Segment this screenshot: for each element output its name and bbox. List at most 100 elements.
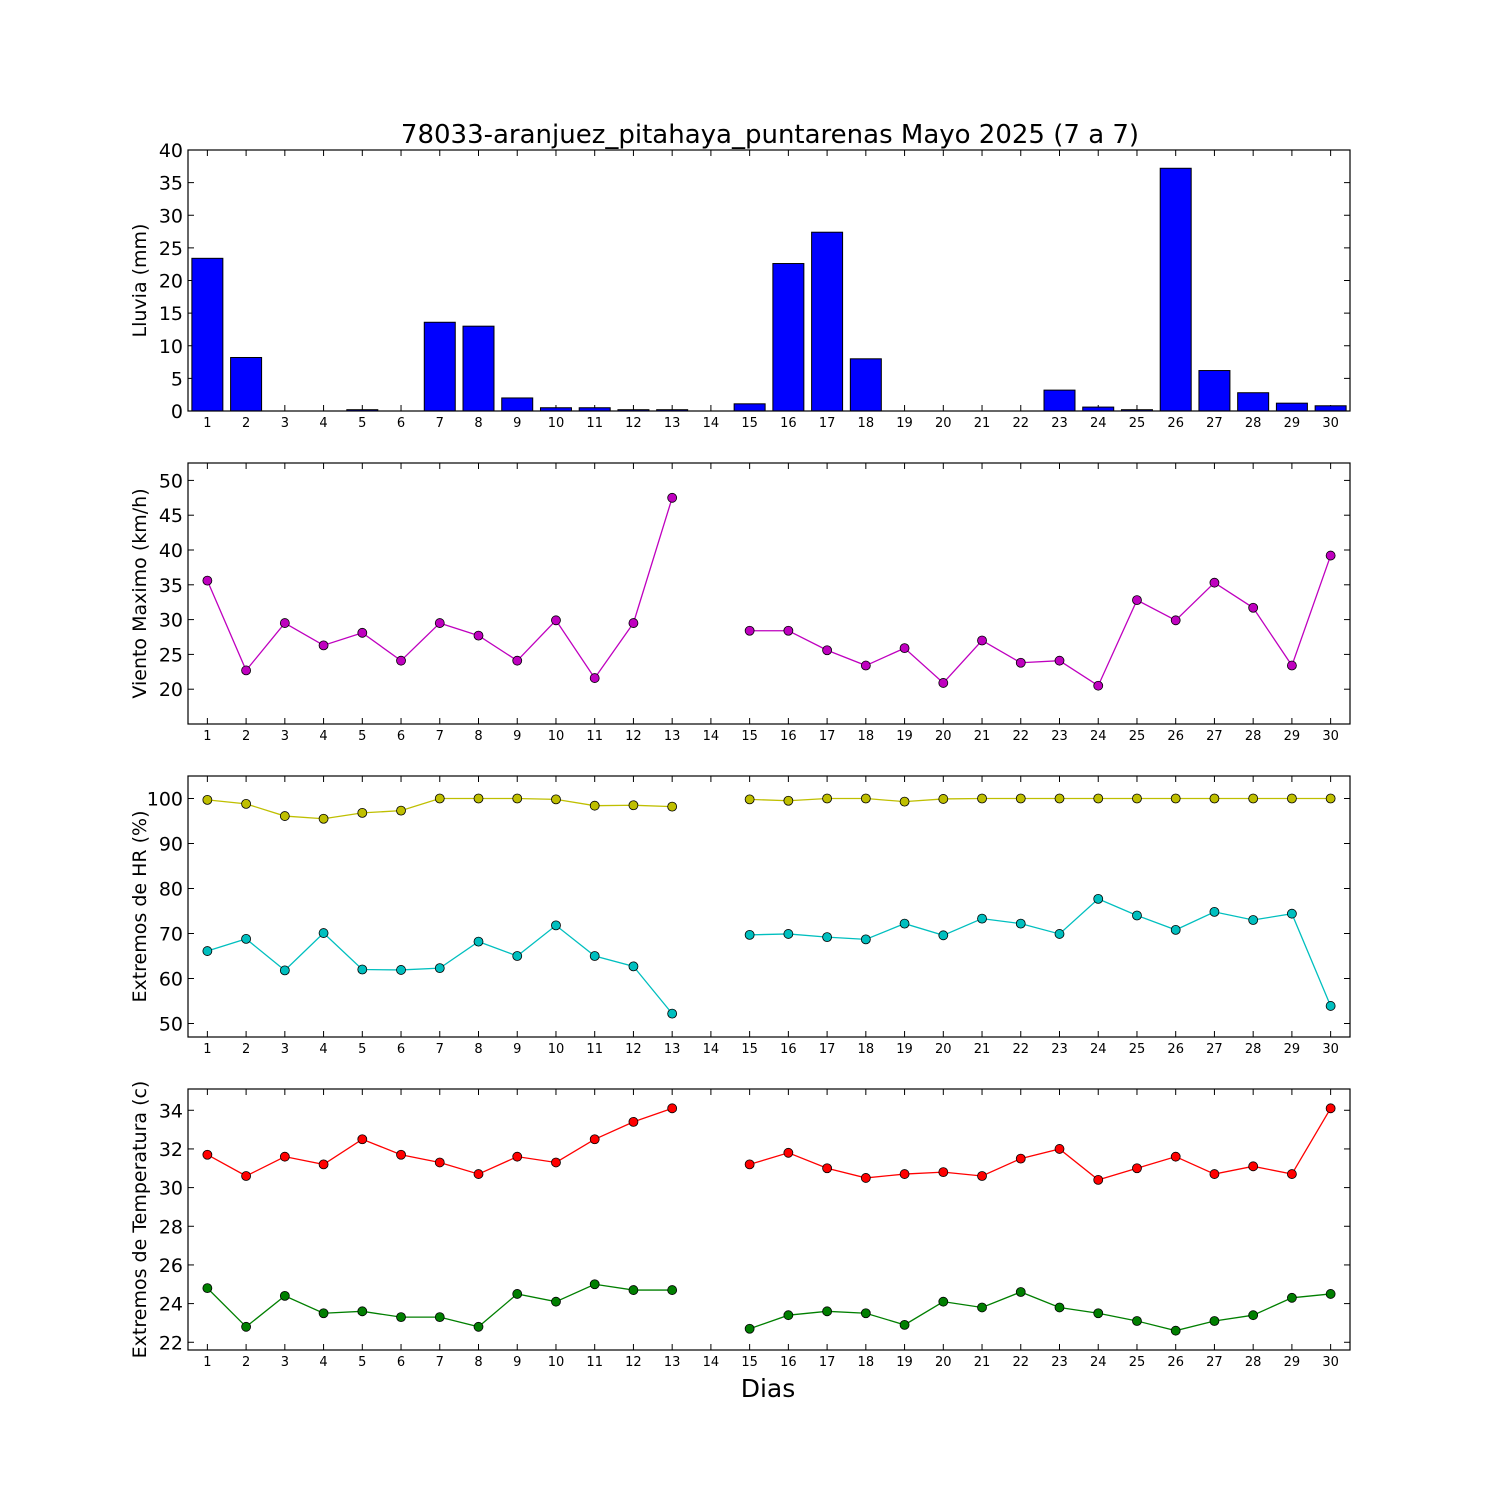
x-axis-label: Dias — [741, 1374, 796, 1403]
data-point — [628, 800, 639, 811]
data-point — [279, 618, 290, 628]
xtick-label: 16 — [780, 1355, 797, 1370]
data-point — [357, 1306, 368, 1317]
data-point — [899, 1319, 910, 1330]
ytick-label: 30 — [159, 610, 183, 632]
xtick-label: 21 — [974, 1042, 991, 1057]
data-point — [551, 920, 561, 931]
xtick-label: 29 — [1284, 729, 1301, 744]
xtick-label: 28 — [1245, 416, 1262, 431]
xtick-label: 15 — [741, 1042, 758, 1057]
xtick-label: 9 — [513, 1355, 521, 1370]
xtick-label: 16 — [780, 416, 797, 431]
xtick-label: 15 — [741, 1355, 758, 1370]
xtick-label: 13 — [664, 1042, 681, 1057]
data-point — [899, 796, 910, 807]
data-point — [1093, 1308, 1104, 1319]
xtick-label: 11 — [586, 729, 603, 744]
series-line — [749, 797, 1331, 803]
data-point — [1054, 655, 1065, 666]
xtick-label: 8 — [474, 729, 482, 744]
xtick-label: 3 — [281, 729, 289, 744]
data-point — [899, 918, 910, 929]
xtick-label: 30 — [1322, 1355, 1339, 1370]
xtick-label: 30 — [1322, 1042, 1339, 1057]
xtick-label: 8 — [474, 1042, 482, 1057]
data-point — [1132, 595, 1142, 606]
xtick-label: 14 — [703, 1042, 720, 1057]
data-point — [279, 811, 290, 821]
data-point — [279, 1151, 290, 1162]
data-point — [1132, 910, 1142, 921]
bar — [1275, 402, 1308, 412]
series-line — [749, 1291, 1331, 1332]
ytick-label: 30 — [159, 205, 183, 227]
xtick-label: 19 — [896, 416, 913, 431]
xtick-label: 27 — [1206, 416, 1223, 431]
xtick-label: 11 — [586, 1355, 603, 1370]
xtick-label: 27 — [1206, 729, 1223, 744]
xtick-label: 5 — [358, 1042, 366, 1057]
data-point — [512, 655, 523, 666]
ytick-label: 26 — [159, 1255, 183, 1277]
data-point — [1248, 1161, 1259, 1172]
xtick-label: 10 — [548, 1355, 565, 1370]
y-axis-label: Lluvia (mm) — [129, 224, 151, 338]
ytick-label: 35 — [159, 173, 183, 195]
data-point — [744, 625, 755, 636]
xtick-label: 17 — [819, 416, 836, 431]
xtick-label: 1 — [203, 1042, 211, 1057]
xtick-label: 22 — [1012, 1042, 1029, 1057]
data-point — [202, 1149, 213, 1160]
xtick-label: 25 — [1129, 729, 1146, 744]
xtick-label: 15 — [741, 729, 758, 744]
ytick-label: 25 — [159, 238, 183, 260]
data-point — [589, 1134, 600, 1145]
xtick-label: 26 — [1167, 1042, 1184, 1057]
data-point — [860, 793, 871, 804]
data-point — [977, 1302, 987, 1313]
data-point — [1093, 680, 1104, 691]
xtick-label: 11 — [586, 416, 603, 431]
data-point — [1015, 1287, 1026, 1297]
data-point — [977, 1171, 987, 1181]
data-point — [822, 793, 832, 804]
ytick-label: 90 — [159, 834, 183, 856]
data-point — [822, 645, 832, 656]
ytick-label: 0 — [171, 401, 183, 423]
xtick-label: 7 — [436, 1355, 444, 1370]
xtick-label: 29 — [1284, 1042, 1301, 1057]
xtick-label: 12 — [625, 1042, 642, 1057]
data-point — [1170, 1325, 1181, 1336]
data-point — [357, 1134, 368, 1145]
ytick-label: 22 — [159, 1332, 183, 1354]
data-point — [822, 1163, 832, 1174]
data-point — [357, 964, 368, 975]
bar — [423, 321, 456, 412]
data-point — [396, 655, 406, 666]
data-point — [551, 794, 561, 805]
xtick-label: 14 — [703, 416, 720, 431]
data-point — [744, 1323, 755, 1334]
xtick-label: 10 — [548, 1042, 565, 1057]
data-point — [822, 1306, 832, 1317]
data-point — [744, 929, 755, 940]
data-point — [202, 794, 213, 805]
data-point — [1209, 793, 1220, 804]
data-point — [938, 678, 949, 688]
bar — [1237, 392, 1270, 412]
ytick-label: 70 — [159, 924, 183, 946]
xtick-label: 7 — [436, 1042, 444, 1057]
data-point — [357, 808, 368, 818]
data-point — [1054, 793, 1065, 804]
xtick-label: 22 — [1012, 416, 1029, 431]
data-point — [667, 1008, 678, 1019]
data-point — [512, 793, 523, 804]
data-point — [667, 1285, 678, 1295]
data-point — [783, 1310, 794, 1321]
y-axis-label: Extremos de HR (%) — [129, 810, 151, 1002]
data-point — [1325, 1103, 1336, 1114]
xtick-label: 20 — [935, 729, 952, 744]
